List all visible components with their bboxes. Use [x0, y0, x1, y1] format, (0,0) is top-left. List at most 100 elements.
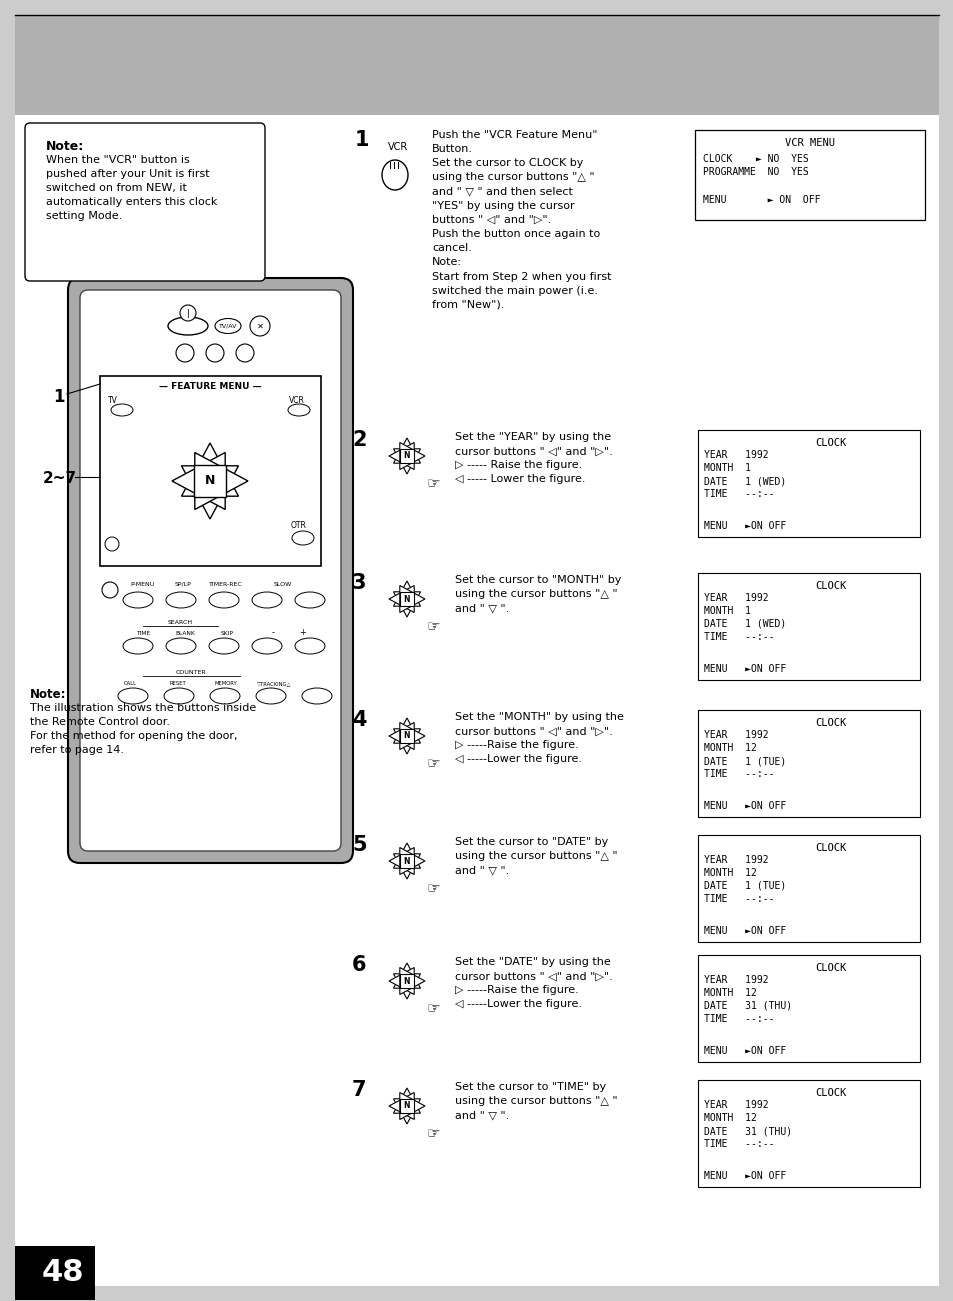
Text: Set the cursor to "TIME" by
using the cursor buttons "△ "
and " ▽ ".: Set the cursor to "TIME" by using the cu…: [455, 1082, 617, 1120]
Text: VCR MENU: VCR MENU: [784, 138, 834, 148]
Text: MENU   ►ON OFF: MENU ►ON OFF: [703, 926, 785, 935]
Text: ☞: ☞: [426, 619, 439, 634]
Text: MONTH  1: MONTH 1: [703, 463, 750, 474]
Polygon shape: [393, 974, 420, 999]
Text: DATE   1 (TUE): DATE 1 (TUE): [703, 881, 785, 891]
Text: DATE   31 (THU): DATE 31 (THU): [703, 1125, 791, 1136]
Text: YEAR   1992: YEAR 1992: [703, 855, 768, 865]
Ellipse shape: [164, 688, 193, 704]
Text: MONTH  12: MONTH 12: [703, 743, 756, 753]
Polygon shape: [389, 585, 414, 613]
FancyBboxPatch shape: [399, 1099, 414, 1114]
Text: SLOW: SLOW: [274, 582, 292, 587]
Text: Set the "DATE" by using the
cursor buttons " ◁" and "▷".
▷ -----Raise the figure: Set the "DATE" by using the cursor butto…: [455, 958, 612, 1010]
Polygon shape: [393, 963, 420, 989]
Polygon shape: [389, 442, 414, 470]
FancyBboxPatch shape: [80, 290, 340, 851]
Circle shape: [235, 343, 253, 362]
Text: TIME   --:--: TIME --:--: [703, 894, 774, 904]
Text: +: +: [299, 628, 306, 637]
FancyBboxPatch shape: [399, 592, 414, 606]
Polygon shape: [393, 843, 420, 868]
FancyBboxPatch shape: [698, 955, 919, 1062]
Polygon shape: [393, 438, 420, 463]
Text: TIME   --:--: TIME --:--: [703, 769, 774, 779]
Polygon shape: [399, 847, 424, 874]
Text: RESET: RESET: [170, 680, 186, 686]
Text: Note:: Note:: [46, 141, 84, 154]
Ellipse shape: [166, 637, 195, 654]
Polygon shape: [389, 847, 414, 874]
Text: MONTH  12: MONTH 12: [703, 868, 756, 878]
Text: MENU   ►ON OFF: MENU ►ON OFF: [703, 520, 785, 531]
Polygon shape: [399, 585, 424, 613]
Polygon shape: [399, 442, 424, 470]
Ellipse shape: [294, 592, 325, 608]
Text: TIME   --:--: TIME --:--: [703, 1013, 774, 1024]
Text: ☞: ☞: [426, 476, 439, 490]
Ellipse shape: [302, 688, 332, 704]
Polygon shape: [172, 453, 225, 510]
FancyBboxPatch shape: [695, 130, 924, 220]
Ellipse shape: [209, 637, 239, 654]
Polygon shape: [194, 453, 248, 510]
FancyBboxPatch shape: [698, 572, 919, 680]
Text: BLANK: BLANK: [175, 631, 194, 636]
Ellipse shape: [168, 317, 208, 334]
Text: TIMER-REC: TIMER-REC: [209, 582, 243, 587]
Text: VCR: VCR: [388, 142, 408, 152]
Circle shape: [250, 316, 270, 336]
Circle shape: [105, 537, 119, 552]
Text: YEAR   1992: YEAR 1992: [703, 593, 768, 602]
FancyBboxPatch shape: [399, 853, 414, 868]
Text: 3: 3: [352, 572, 366, 593]
Text: CLOCK: CLOCK: [815, 582, 846, 591]
Text: N: N: [403, 977, 410, 985]
Ellipse shape: [166, 592, 195, 608]
Ellipse shape: [123, 637, 152, 654]
Text: PROGRAMME  NO  YES: PROGRAMME NO YES: [702, 167, 808, 177]
Text: Note:: Note:: [30, 688, 67, 701]
FancyBboxPatch shape: [15, 1246, 95, 1300]
Text: MENU   ►ON OFF: MENU ►ON OFF: [703, 1046, 785, 1056]
Text: — FEATURE MENU —: — FEATURE MENU —: [159, 382, 261, 392]
Text: When the "VCR" button is
pushed after your Unit is first
switched on from NEW, i: When the "VCR" button is pushed after yo…: [46, 155, 217, 221]
Text: 7: 7: [352, 1080, 366, 1101]
Text: TIME: TIME: [135, 631, 150, 636]
Text: SEARCH: SEARCH: [168, 621, 193, 624]
Ellipse shape: [288, 405, 310, 416]
Text: 1: 1: [53, 388, 65, 406]
Text: MONTH  12: MONTH 12: [703, 1112, 756, 1123]
Text: COUNTER: COUNTER: [175, 670, 206, 675]
Polygon shape: [389, 722, 414, 749]
FancyBboxPatch shape: [15, 16, 938, 1285]
Ellipse shape: [252, 592, 282, 608]
Text: ☞: ☞: [426, 881, 439, 896]
Polygon shape: [389, 968, 414, 994]
Polygon shape: [393, 729, 420, 755]
Ellipse shape: [294, 637, 325, 654]
Text: TIME   --:--: TIME --:--: [703, 489, 774, 500]
Text: DATE   1 (TUE): DATE 1 (TUE): [703, 756, 785, 766]
Text: N: N: [403, 1102, 410, 1111]
Polygon shape: [393, 718, 420, 743]
Ellipse shape: [210, 688, 240, 704]
Text: YEAR   1992: YEAR 1992: [703, 450, 768, 461]
Text: TIME   --:--: TIME --:--: [703, 632, 774, 641]
FancyBboxPatch shape: [698, 1080, 919, 1187]
Circle shape: [206, 343, 224, 362]
Text: 2: 2: [352, 431, 366, 450]
Text: SP/LP: SP/LP: [174, 582, 192, 587]
Text: YEAR   1992: YEAR 1992: [703, 1101, 768, 1110]
Ellipse shape: [292, 531, 314, 545]
FancyBboxPatch shape: [68, 278, 353, 863]
Polygon shape: [389, 1093, 414, 1119]
Polygon shape: [393, 449, 420, 474]
Polygon shape: [181, 444, 238, 496]
FancyBboxPatch shape: [698, 835, 919, 942]
Polygon shape: [393, 582, 420, 606]
Text: TV: TV: [108, 396, 118, 405]
Ellipse shape: [118, 688, 148, 704]
Text: ☞: ☞: [426, 1000, 439, 1016]
Polygon shape: [399, 722, 424, 749]
